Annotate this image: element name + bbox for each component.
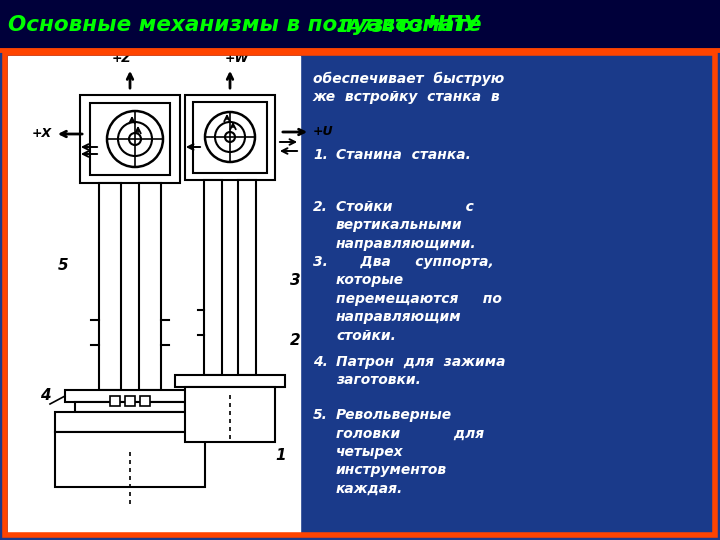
Text: Станина  станка.: Станина станка. — [336, 148, 471, 162]
Text: Стойки               с
вертикальными
направляющими.: Стойки с вертикальными направляющими. — [336, 200, 477, 251]
Bar — [8, 56, 300, 533]
Text: 1: 1 — [275, 448, 286, 463]
Text: с ЧПУ: с ЧПУ — [400, 15, 480, 35]
Text: +Z: +Z — [112, 52, 132, 65]
Text: 1.: 1. — [313, 148, 328, 162]
Text: 3: 3 — [290, 273, 301, 288]
Text: же  встройку  станка  в: же встройку станка в — [313, 90, 500, 104]
Bar — [185, 387, 275, 442]
Bar — [125, 396, 135, 406]
Bar — [90, 103, 170, 175]
Bar — [0, 0, 720, 50]
Bar — [5, 53, 715, 535]
Bar — [75, 402, 185, 412]
Text: Два     суппорта,
которые
перемещаются     по
направляющим
стойки.: Два суппорта, которые перемещаются по на… — [336, 255, 502, 342]
Bar — [175, 375, 285, 387]
Bar — [193, 102, 267, 173]
Bar — [110, 396, 120, 406]
Bar — [139, 183, 161, 390]
Bar — [204, 180, 222, 375]
Bar — [99, 183, 121, 390]
Text: обеспечивает  быструю: обеспечивает быструю — [313, 72, 504, 86]
Text: Основные механизмы в полуавтомате: Основные механизмы в полуавтомате — [8, 15, 489, 35]
Bar — [140, 396, 150, 406]
Text: 1А734Ф3: 1А734Ф3 — [336, 18, 423, 36]
Bar — [65, 390, 195, 402]
Text: Патрон  для  зажима
заготовки.: Патрон для зажима заготовки. — [336, 355, 505, 387]
Text: 5.: 5. — [313, 408, 328, 422]
Bar — [55, 432, 205, 487]
Bar — [185, 95, 275, 180]
Text: 3.: 3. — [313, 255, 328, 269]
Text: +W: +W — [225, 52, 249, 65]
Bar — [55, 412, 205, 432]
Text: Револьверные
головки           для
четырех
инструментов
каждая.: Револьверные головки для четырех инструм… — [336, 408, 484, 496]
Text: 4: 4 — [40, 388, 50, 403]
Bar — [238, 180, 256, 375]
Text: 2.: 2. — [313, 200, 328, 214]
Text: +X: +X — [32, 127, 52, 140]
Text: +U: +U — [313, 125, 333, 138]
Text: 4.: 4. — [313, 355, 328, 369]
Text: 5: 5 — [58, 258, 68, 273]
Text: 2: 2 — [290, 333, 301, 348]
Bar — [80, 95, 180, 183]
